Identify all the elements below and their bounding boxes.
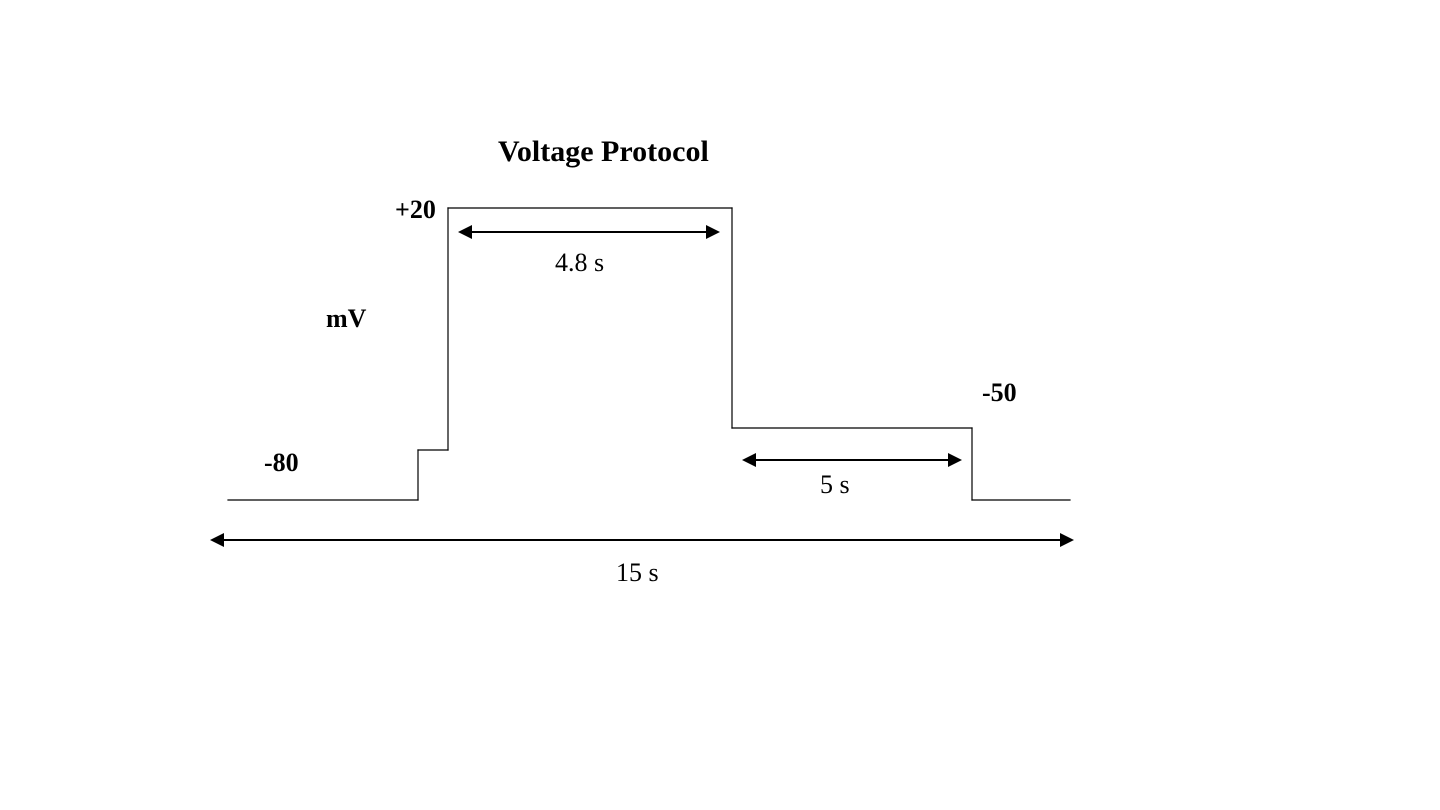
duration-pulse: 4.8 s <box>555 248 604 278</box>
voltage-label-minus50: -50 <box>982 378 1017 408</box>
duration-step2: 5 s <box>820 470 850 500</box>
y-axis-unit: mV <box>326 304 366 334</box>
diagram-svg <box>0 0 1440 810</box>
duration-total: 15 s <box>616 558 659 588</box>
voltage-label-minus80: -80 <box>264 448 299 478</box>
voltage-protocol-diagram: Voltage Protocol mV +20 -80 -50 4.8 s 5 … <box>0 0 1440 810</box>
diagram-title: Voltage Protocol <box>498 135 709 169</box>
voltage-label-plus20: +20 <box>395 195 436 225</box>
